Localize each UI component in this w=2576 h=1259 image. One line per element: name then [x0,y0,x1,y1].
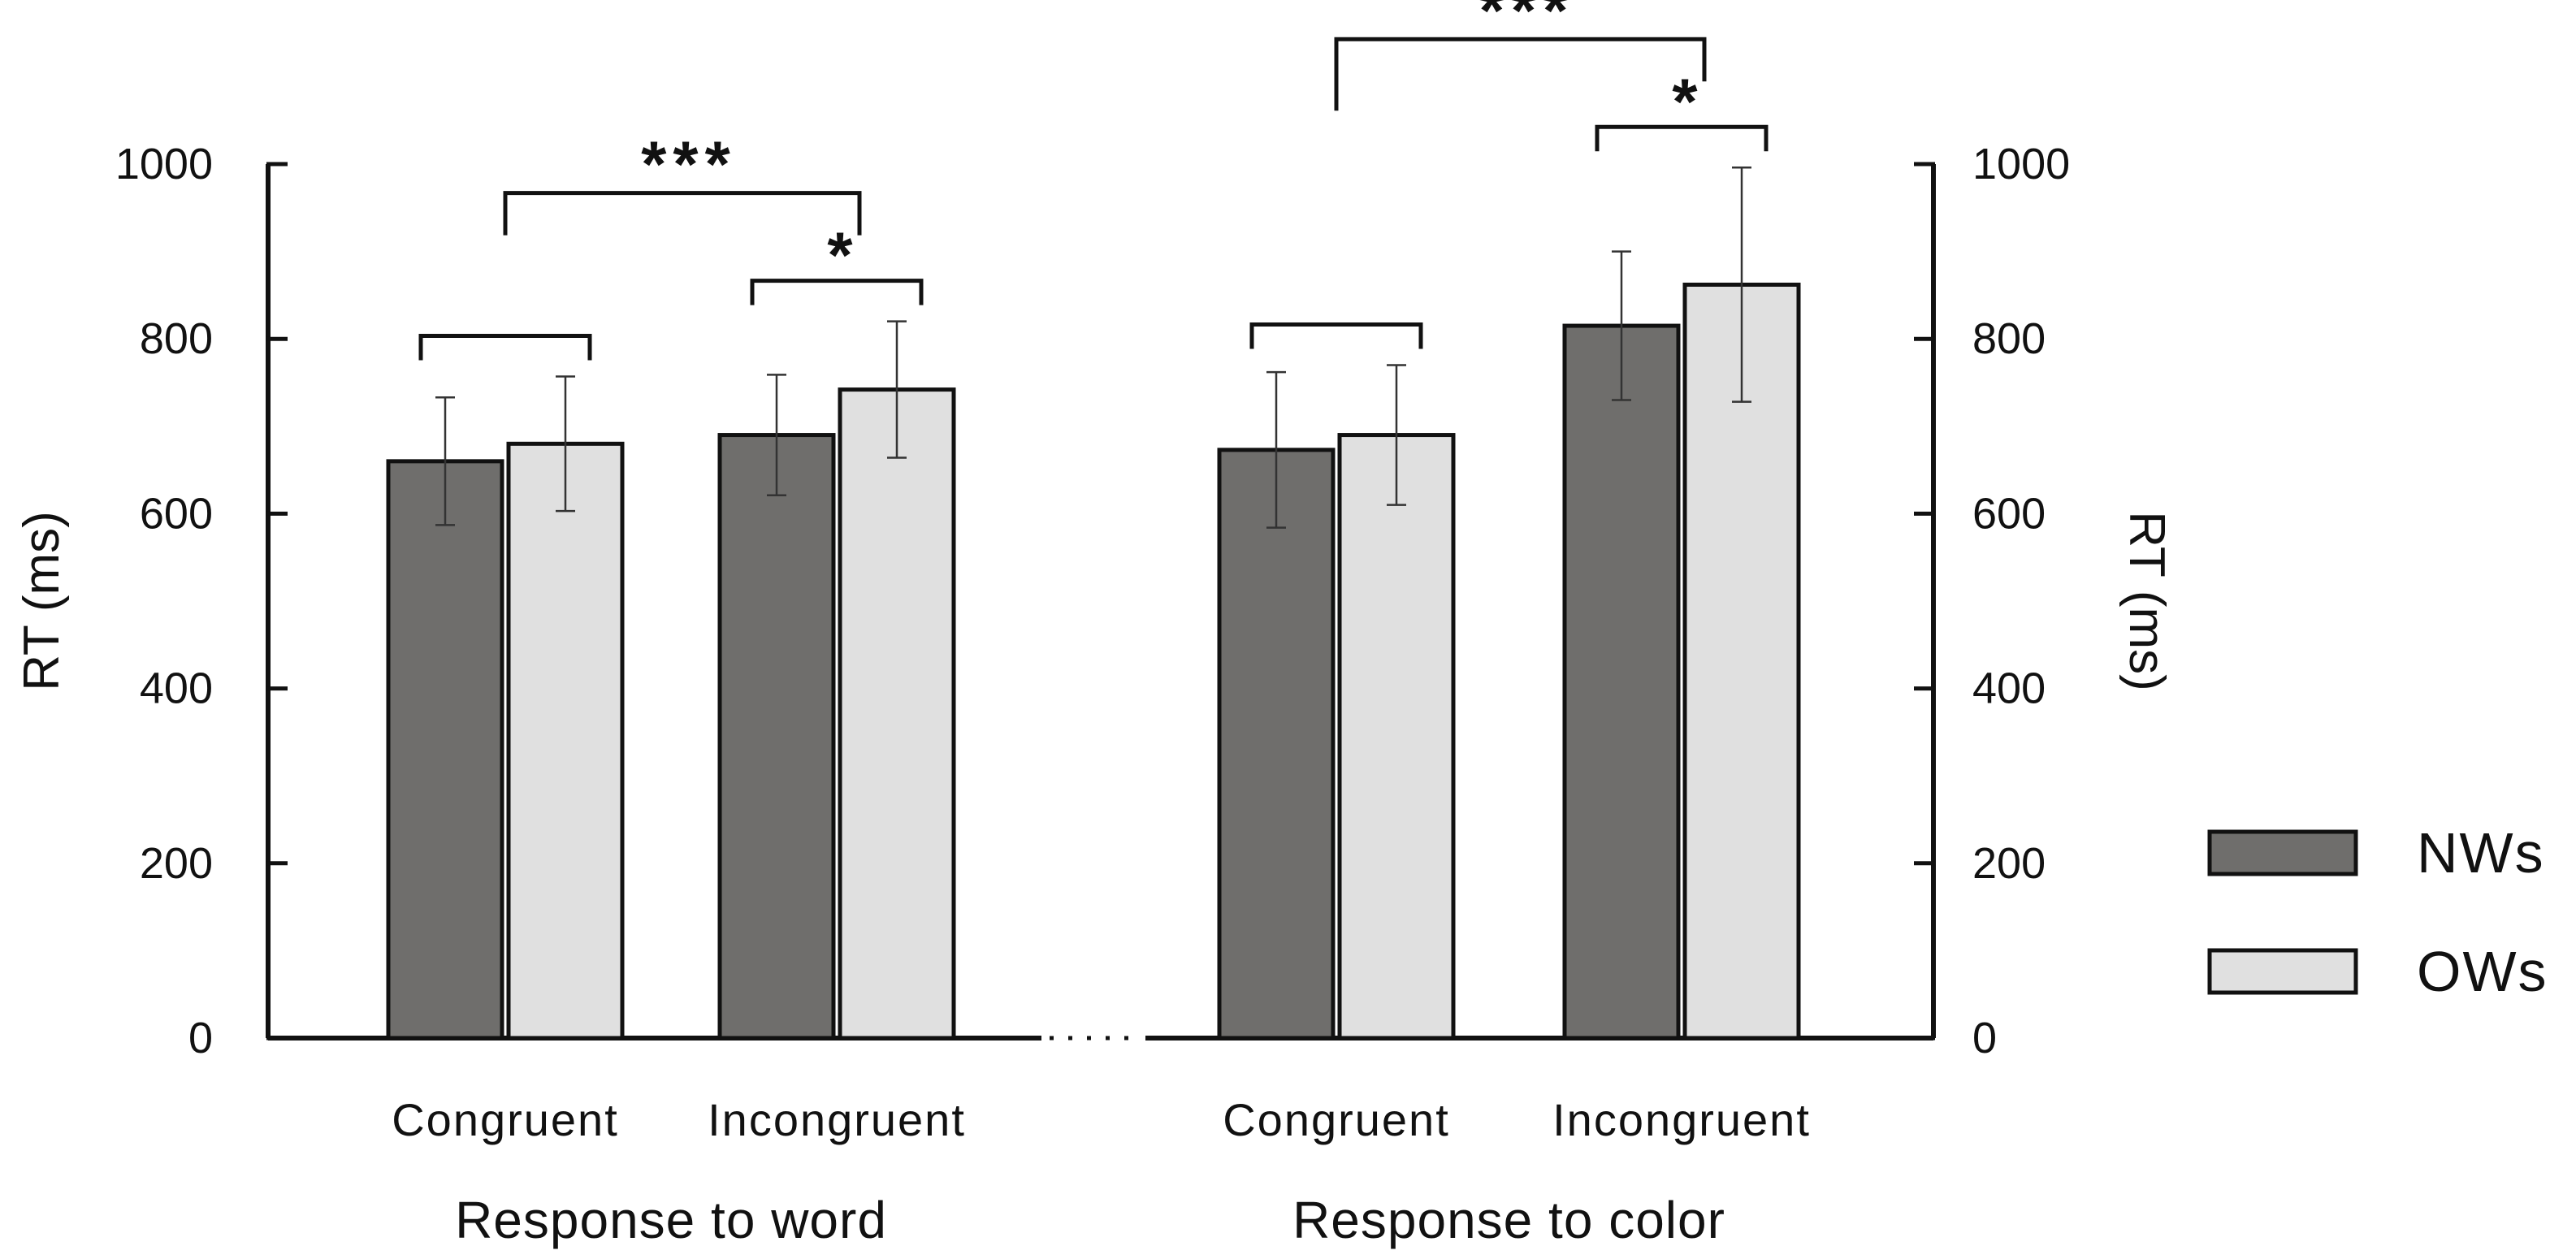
labels: Congruent Incongruent Response to word Cong… [392,1094,1811,1249]
category-label-incongruent: Incongruent [708,1094,966,1145]
legend-label-nws: NWs [2417,821,2545,885]
left-tick-label: 400 [140,664,213,713]
legend-swatch-ows [2207,948,2358,995]
category-label-incongruent: Incongruent [1552,1094,1811,1145]
bar-nws [1217,448,1336,1041]
legend-label-ows: OWs [2417,940,2548,1003]
category-significance: * [1672,65,1704,137]
bar-nws [1562,323,1681,1041]
right-y-axis-title: RT (ms) [2119,511,2175,691]
group-label: Response to color [1292,1191,1725,1249]
right-tick-label: 600 [1972,489,2046,538]
right-tick-label: 200 [1972,839,2046,888]
left-tick-label: 1000 [115,140,213,188]
group-label: Response to word [455,1191,887,1249]
right-tick-label: 800 [1972,314,2046,363]
bar-nws [386,459,504,1041]
right-tick-label: 0 [1972,1014,1997,1062]
right-tick-label: 400 [1972,664,2046,713]
significance-brackets: ******** [418,0,1769,361]
left-tick-label: 600 [140,489,213,538]
axes: 0 0 200 200 400 400 600 600 800 800 1000 1000 RT (ms… [14,140,2175,1062]
error-bars [435,167,1751,529]
category-bracket [418,333,592,361]
left-tick-label: 0 [188,1014,213,1062]
right-tick-label: 1000 [1972,140,2070,188]
category-bracket [1595,124,1769,152]
comparison-significance: *** [1479,0,1574,46]
category-significance: * [827,219,859,292]
category-label-congruent: Congruent [392,1094,619,1145]
legend: NWs OWs [2207,821,2548,1003]
bar-ows [838,387,956,1041]
bars [386,282,1801,1041]
bar-ows [1682,282,1801,1041]
bar-ows [506,441,625,1041]
category-label-congruent: Congruent [1223,1094,1450,1145]
left-tick-label: 800 [140,314,213,363]
category-bracket [750,279,924,305]
legend-swatch-nws [2207,829,2358,876]
comparison-bracket [1334,37,1707,111]
left-tick-label: 200 [140,839,213,888]
comparison-bracket [503,191,862,236]
category-bracket [1249,322,1423,349]
comparison-significance: *** [641,128,736,201]
left-y-axis-title: RT (ms) [14,511,70,691]
bar-ows [1337,433,1456,1041]
bar-nws [717,433,836,1041]
